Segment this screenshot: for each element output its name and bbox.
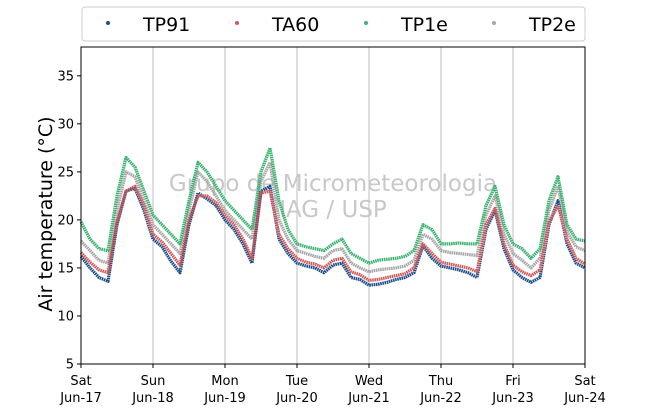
series-line-tp1e bbox=[79, 146, 586, 265]
y-axis: 5 10 15 20 25 30 35 bbox=[57, 69, 81, 373]
x-tick-label-day: Tue bbox=[285, 374, 308, 389]
x-tick-label-date: Jun-17 bbox=[59, 391, 102, 406]
x-tick-label-date: Jun-18 bbox=[131, 391, 174, 406]
x-tick-label-date: Jun-22 bbox=[419, 391, 462, 406]
legend-marker-tp91 bbox=[106, 21, 110, 25]
series-line-ta60 bbox=[79, 184, 586, 282]
x-tick-label-day: Wed bbox=[355, 374, 383, 389]
x-axis: Sat Jun-17 Sun Jun-18 Mon Jun-19 Tue Jun-20 Wed J… bbox=[59, 364, 606, 406]
y-tick-label: 30 bbox=[57, 117, 74, 132]
series-line-tp2e bbox=[79, 160, 586, 274]
x-tick-label-day: Sun bbox=[141, 374, 166, 389]
watermark-line-1: Grupo de Micrometeorologia bbox=[169, 171, 497, 197]
legend-label-ta60: TA60 bbox=[271, 14, 319, 36]
x-tick-label-date: Jun-19 bbox=[203, 391, 246, 406]
legend-label-tp1e: TP1e bbox=[400, 14, 448, 36]
legend-marker-ta60 bbox=[235, 21, 239, 25]
x-tick-label-day: Sat bbox=[70, 374, 91, 389]
x-tick-label-date: Jun-20 bbox=[275, 391, 318, 406]
y-axis-label: Air temperature (°C) bbox=[35, 116, 57, 311]
watermark-line-2: IAG / USP bbox=[279, 197, 387, 223]
y-tick-label: 5 bbox=[66, 358, 74, 373]
x-tick-label-day: Mon bbox=[211, 374, 238, 389]
gridlines bbox=[152, 47, 514, 364]
y-tick-label: 35 bbox=[57, 69, 74, 84]
x-tick-label-day: Sat bbox=[574, 374, 595, 389]
x-tick-label-day: Thu bbox=[428, 374, 453, 389]
y-tick-label: 25 bbox=[57, 165, 74, 180]
x-tick-label-date: Jun-24 bbox=[563, 391, 606, 406]
series-layer bbox=[79, 146, 586, 287]
legend-box bbox=[81, 6, 586, 42]
legend: TP91 TA60 TP1e TP2e bbox=[81, 6, 586, 42]
watermark: Grupo de Micrometeorologia IAG / USP bbox=[169, 171, 497, 223]
plot-frame bbox=[80, 46, 586, 365]
y-tick-label: 15 bbox=[57, 261, 74, 276]
x-tick-label-date: Jun-21 bbox=[347, 391, 390, 406]
x-tick-label-date: Jun-23 bbox=[491, 391, 534, 406]
y-tick-label: 10 bbox=[57, 309, 74, 324]
legend-marker-tp1e bbox=[364, 21, 368, 25]
y-tick-label: 20 bbox=[57, 213, 74, 228]
legend-label-tp2e: TP2e bbox=[528, 14, 576, 36]
legend-marker-tp2e bbox=[492, 21, 496, 25]
legend-label-tp91: TP91 bbox=[142, 14, 190, 36]
x-tick-label-day: Fri bbox=[505, 374, 521, 389]
